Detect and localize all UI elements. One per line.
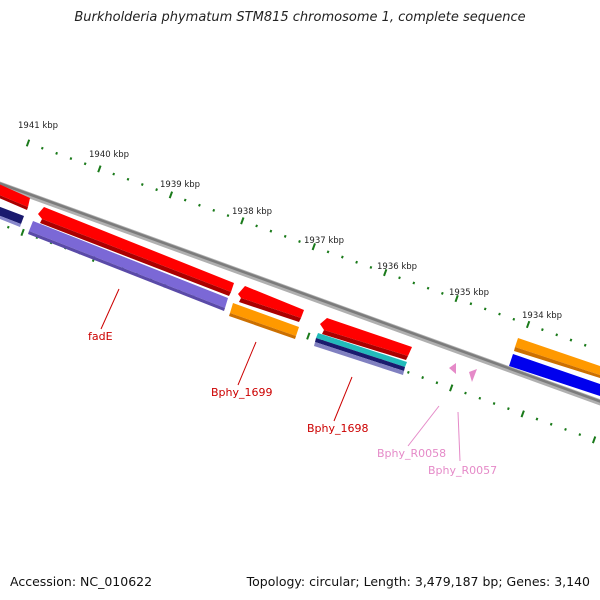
- gene-feature-bphy-1698[interactable]: [320, 318, 412, 360]
- gene-label-fade[interactable]: fadE: [88, 330, 113, 343]
- gene-feature-fade[interactable]: [38, 207, 234, 296]
- minor-tick: [492, 402, 496, 405]
- minor-tick: [140, 183, 144, 186]
- minor-tick: [435, 381, 439, 385]
- gene-labels: fadE Bphy_1699 Bphy_1698 Bphy_R0058 Bphy…: [88, 330, 497, 477]
- summary-text: Topology: circular; Length: 3,479,187 bp…: [246, 574, 590, 589]
- scale-label: 1934 kbp: [522, 311, 562, 321]
- gene-feature[interactable]: [509, 354, 600, 396]
- scale-labels: 1941 kbp 1940 kbp 1939 kbp 1938 kbp 1937 kbp…: [18, 121, 562, 321]
- gene-label-bphy-1698[interactable]: Bphy_1698: [307, 422, 369, 435]
- outer-scale-ticks: [25, 139, 587, 347]
- minor-tick: [406, 370, 410, 374]
- gene-feature[interactable]: [0, 180, 30, 210]
- minor-tick: [483, 307, 487, 311]
- minor-tick: [535, 417, 539, 421]
- minor-tick: [578, 433, 582, 437]
- minor-tick: [412, 281, 416, 285]
- accession-text: Accession: NC_010622: [10, 574, 153, 589]
- minor-tick: [126, 177, 130, 181]
- gene-label-bphy-r0058[interactable]: Bphy_R0058: [377, 447, 446, 460]
- minor-tick: [555, 333, 559, 337]
- minor-tick: [198, 203, 201, 207]
- gene-label-bphy-1699[interactable]: Bphy_1699: [211, 386, 273, 399]
- gene-label-bphy-r0057[interactable]: Bphy_R0057: [428, 464, 497, 477]
- minor-tick: [440, 291, 444, 295]
- reverse-strand-features: [0, 203, 477, 382]
- minor-tick: [512, 317, 516, 321]
- minor-tick: [421, 376, 425, 380]
- scale-label: 1938 kbp: [232, 207, 272, 217]
- scale-label: 1940 kbp: [89, 150, 129, 160]
- major-tick: [240, 217, 245, 225]
- cds-feature[interactable]: [0, 203, 24, 227]
- minor-tick: [283, 234, 287, 238]
- rna-feature-bphy-r0058[interactable]: [449, 363, 456, 374]
- label-leaders: [100, 288, 461, 462]
- cds-feature-bphy-1698[interactable]: [314, 333, 407, 375]
- forward-strand-features: [0, 180, 600, 396]
- minor-tick: [469, 302, 473, 306]
- major-tick: [383, 268, 388, 277]
- gene-feature-bphy-1699[interactable]: [238, 286, 304, 322]
- minor-tick: [569, 338, 573, 342]
- minor-tick: [426, 286, 430, 290]
- minor-tick: [226, 214, 230, 218]
- rna-feature-bphy-r0057[interactable]: [469, 369, 477, 382]
- minor-tick: [498, 312, 501, 316]
- scale-label: 1936 kbp: [377, 262, 417, 272]
- minor-tick: [549, 422, 553, 426]
- minor-tick: [255, 224, 258, 228]
- major-tick: [168, 191, 174, 199]
- minor-tick: [112, 172, 116, 176]
- scale-label: 1941 kbp: [18, 121, 58, 131]
- minor-tick: [298, 240, 301, 243]
- minor-tick: [212, 208, 216, 212]
- major-tick: [25, 139, 31, 147]
- minor-tick: [464, 391, 467, 395]
- minor-tick: [326, 250, 330, 254]
- minor-tick: [564, 427, 567, 431]
- minor-tick: [83, 162, 87, 166]
- major-tick: [520, 410, 525, 418]
- chromosome-backbone: [0, 181, 600, 406]
- cds-feature-bphy-1699[interactable]: [229, 303, 299, 339]
- minor-tick: [583, 343, 587, 347]
- major-tick: [591, 436, 597, 444]
- minor-tick: [478, 396, 482, 400]
- minor-tick: [6, 225, 10, 229]
- minor-tick: [269, 229, 273, 233]
- cds-feature-fade[interactable]: [28, 221, 228, 311]
- minor-tick: [183, 198, 187, 202]
- minor-tick: [40, 146, 44, 150]
- major-tick: [20, 228, 25, 237]
- minor-tick: [398, 276, 401, 280]
- major-tick: [454, 294, 459, 303]
- minor-tick: [369, 265, 373, 269]
- minor-tick: [69, 157, 73, 161]
- major-tick: [449, 384, 454, 392]
- map-title: Burkholderia phymatum STM815 chromosome …: [74, 10, 526, 25]
- gene-feature[interactable]: [514, 338, 600, 378]
- major-tick: [306, 332, 311, 340]
- scale-label: 1935 kbp: [449, 288, 489, 298]
- major-tick: [97, 165, 102, 173]
- minor-tick: [541, 328, 544, 332]
- scale-label: 1939 kbp: [160, 180, 200, 190]
- minor-tick: [155, 188, 158, 192]
- major-tick: [311, 243, 316, 251]
- minor-tick: [507, 407, 510, 411]
- scale-label: 1937 kbp: [304, 236, 344, 246]
- minor-tick: [55, 151, 58, 155]
- minor-tick: [355, 260, 358, 264]
- minor-tick: [340, 255, 344, 259]
- major-tick: [525, 320, 531, 329]
